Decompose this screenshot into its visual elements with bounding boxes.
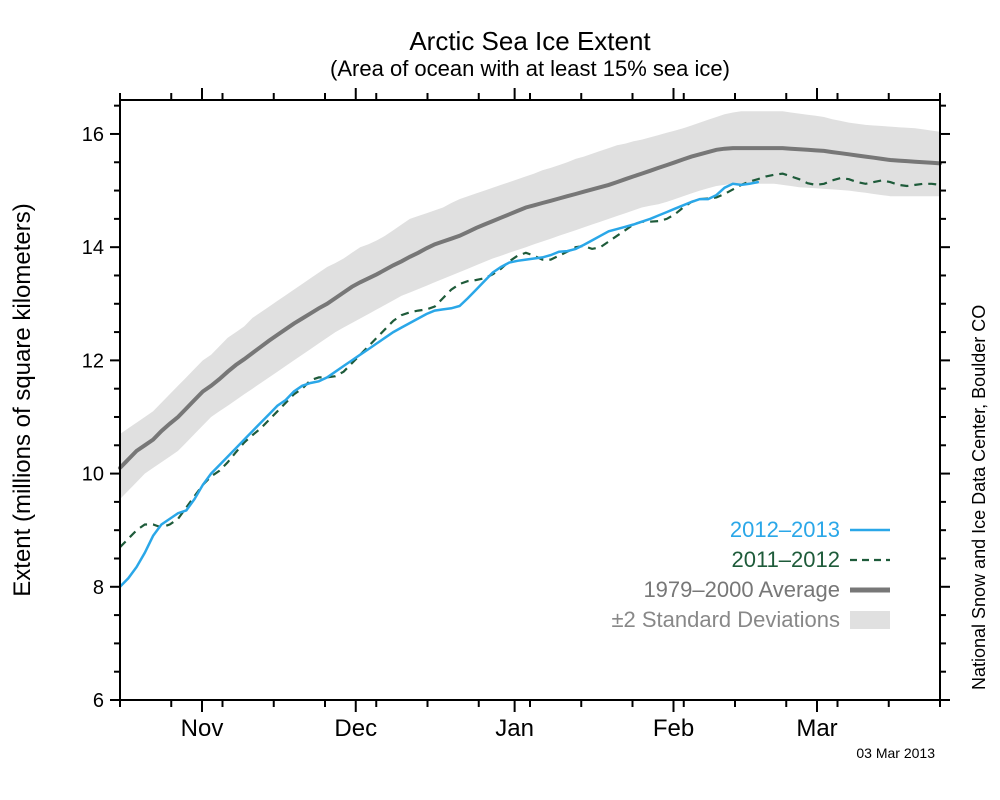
x-tick-label: Mar xyxy=(796,715,837,742)
y-axis-label: Extent (millions of square kilometers) xyxy=(9,203,36,596)
y-tick-label: 16 xyxy=(82,124,104,146)
x-tick-label: Nov xyxy=(181,715,224,742)
arctic-sea-ice-chart: 6 8 10 12 14 16 Nov Dec Jan Feb Mar Extent (million… xyxy=(0,0,1000,800)
legend-label: 2012–2013 xyxy=(730,517,840,542)
x-tick-label: Jan xyxy=(495,715,534,742)
legend-label: 2011–2012 xyxy=(732,547,841,572)
x-tick-label: Dec xyxy=(334,715,377,742)
y-tick-label: 14 xyxy=(82,237,104,259)
y-tick-label: 10 xyxy=(82,464,104,486)
chart-title: Arctic Sea Ice Extent xyxy=(409,26,651,56)
y-tick-label: 8 xyxy=(93,577,104,599)
date-label: 03 Mar 2013 xyxy=(856,745,935,761)
legend-sample-band xyxy=(850,611,890,629)
legend-label: 1979–2000 Average xyxy=(643,577,840,602)
y-tick-label: 6 xyxy=(93,690,104,712)
y-tick-label: 12 xyxy=(82,350,104,372)
chart-subtitle: (Area of ocean with at least 15% sea ice… xyxy=(330,56,730,81)
credit-label: National Snow and Ice Data Center, Bould… xyxy=(969,305,989,690)
legend-label: ±2 Standard Deviations xyxy=(611,607,840,632)
x-tick-label: Feb xyxy=(653,715,694,742)
